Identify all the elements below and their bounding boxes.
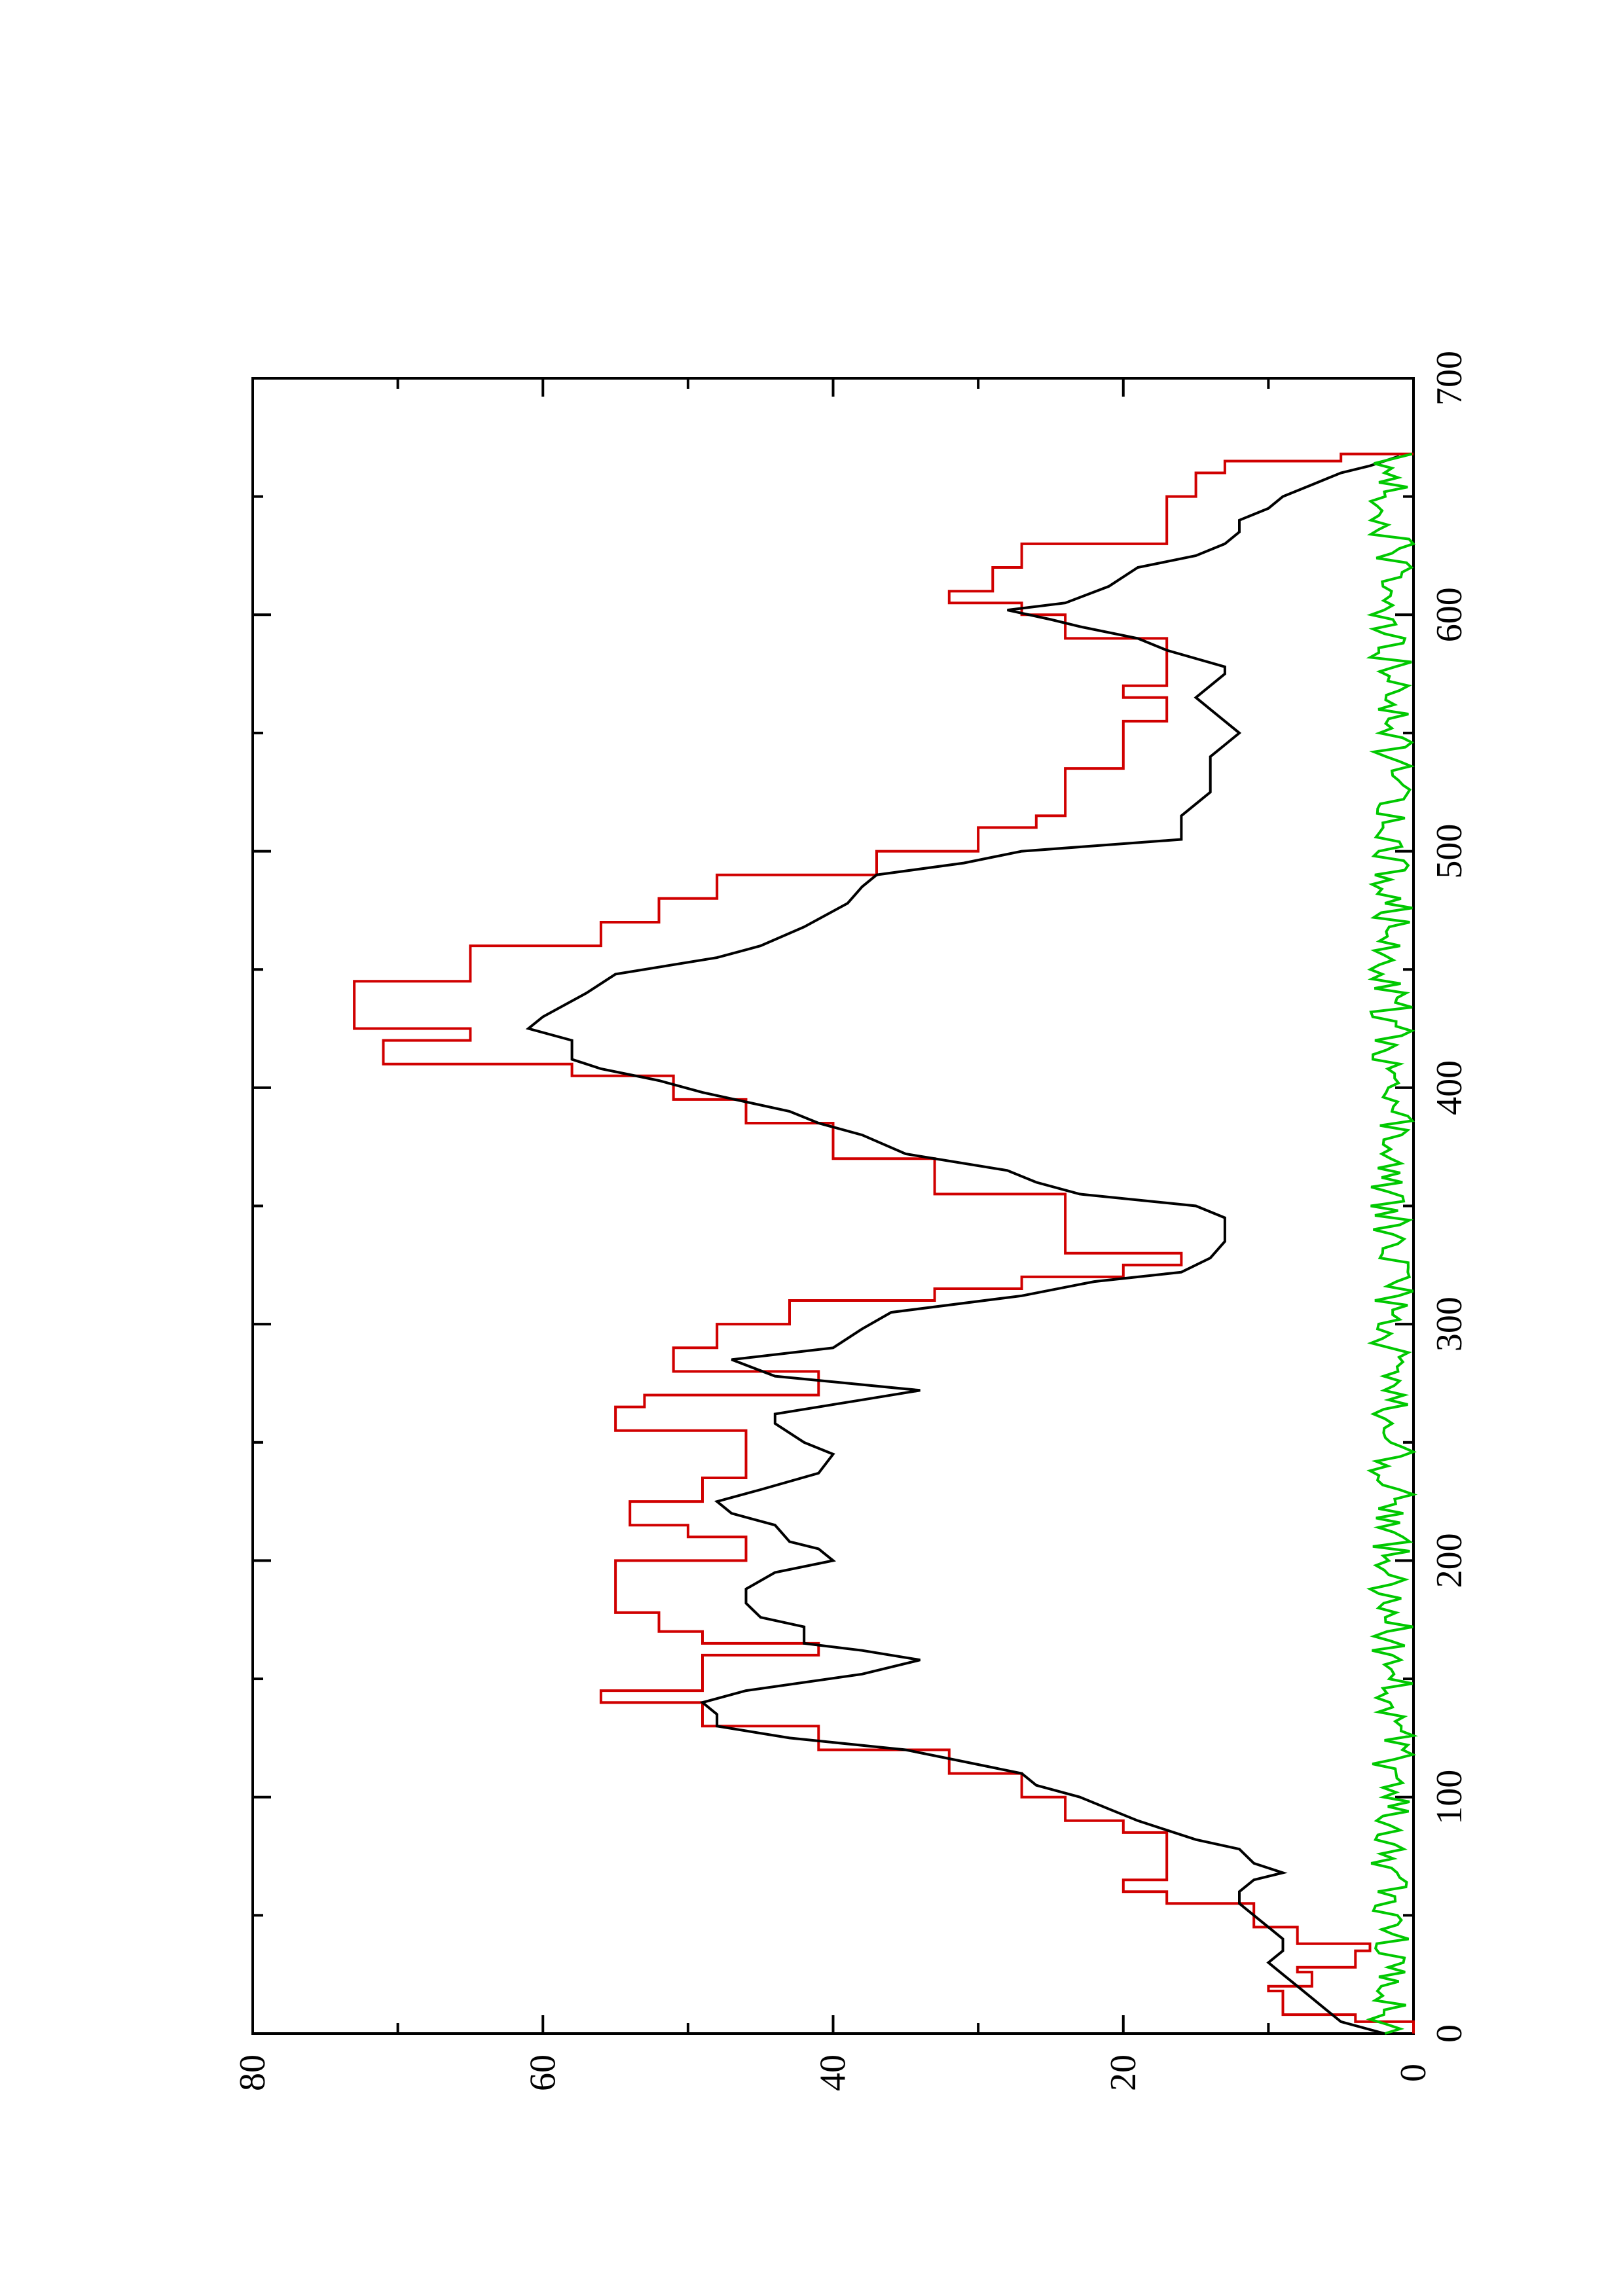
series-line-1: [353, 452, 1415, 2034]
x-tick-label: 0: [1429, 2024, 1470, 2043]
y-tick-label: 80: [232, 2054, 273, 2091]
tick-labels-layer: 0 100 200 300 400 500 600 700 0 20 40 60 80: [232, 351, 1470, 2091]
x-tick-label: 400: [1429, 1060, 1470, 1115]
x-tick-label: 700: [1429, 351, 1470, 406]
x-tick-label: 500: [1429, 824, 1470, 879]
x-tick-label: 100: [1429, 1770, 1470, 1825]
x-tick-label: 200: [1429, 1533, 1470, 1588]
y-tick-label: 20: [1103, 2054, 1144, 2091]
x-tick-label: 300: [1429, 1297, 1470, 1352]
y-tick-label: 60: [522, 2054, 563, 2091]
y-tick-label: 40: [813, 2054, 854, 2091]
series-layer: [353, 452, 1419, 2035]
y-tick-label: 0: [1393, 2064, 1434, 2082]
plot-frame: [251, 377, 1415, 2035]
ticks-layer: [251, 377, 1415, 2035]
x-tick-label: 600: [1429, 587, 1470, 642]
series-line-2: [525, 455, 1400, 2035]
series-line-3: [1366, 452, 1419, 2035]
